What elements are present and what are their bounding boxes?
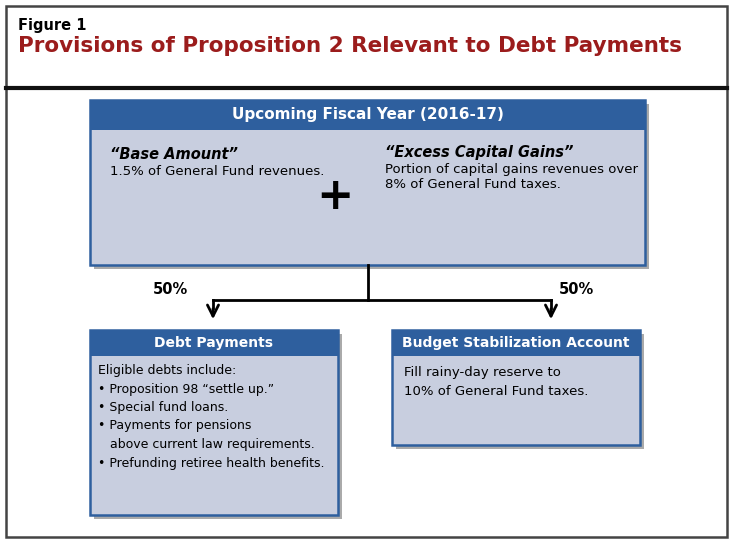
Bar [396,334,644,449]
Text: Portion of capital gains revenues over
8% of General Fund taxes.: Portion of capital gains revenues over 8… [385,163,638,191]
Text: 1.5% of General Fund revenues.: 1.5% of General Fund revenues. [110,165,325,178]
Text: “Excess Capital Gains”: “Excess Capital Gains” [385,145,573,160]
Bar [90,330,338,515]
Text: +: + [317,175,354,218]
Bar [90,100,645,130]
Text: 50%: 50% [559,282,594,297]
Text: Fill rainy-day reserve to
10% of General Fund taxes.: Fill rainy-day reserve to 10% of General… [404,366,589,398]
Text: Budget Stabilization Account: Budget Stabilization Account [402,336,630,350]
Bar [392,330,640,445]
Text: Eligible debts include:
• Proposition 98 “settle up.”
• Special fund loans.
• Pa: Eligible debts include: • Proposition 98… [98,364,325,470]
Bar [392,330,640,356]
Bar [94,104,649,269]
Text: “Base Amount”: “Base Amount” [110,147,238,162]
Text: Provisions of Proposition 2 Relevant to Debt Payments: Provisions of Proposition 2 Relevant to … [18,36,682,56]
Text: Figure 1: Figure 1 [18,18,86,33]
Bar [90,100,645,265]
Text: Upcoming Fiscal Year (2016-17): Upcoming Fiscal Year (2016-17) [232,108,504,123]
Text: Debt Payments: Debt Payments [155,336,273,350]
Text: 50%: 50% [152,282,188,297]
Bar [94,334,342,519]
Bar [90,330,338,356]
